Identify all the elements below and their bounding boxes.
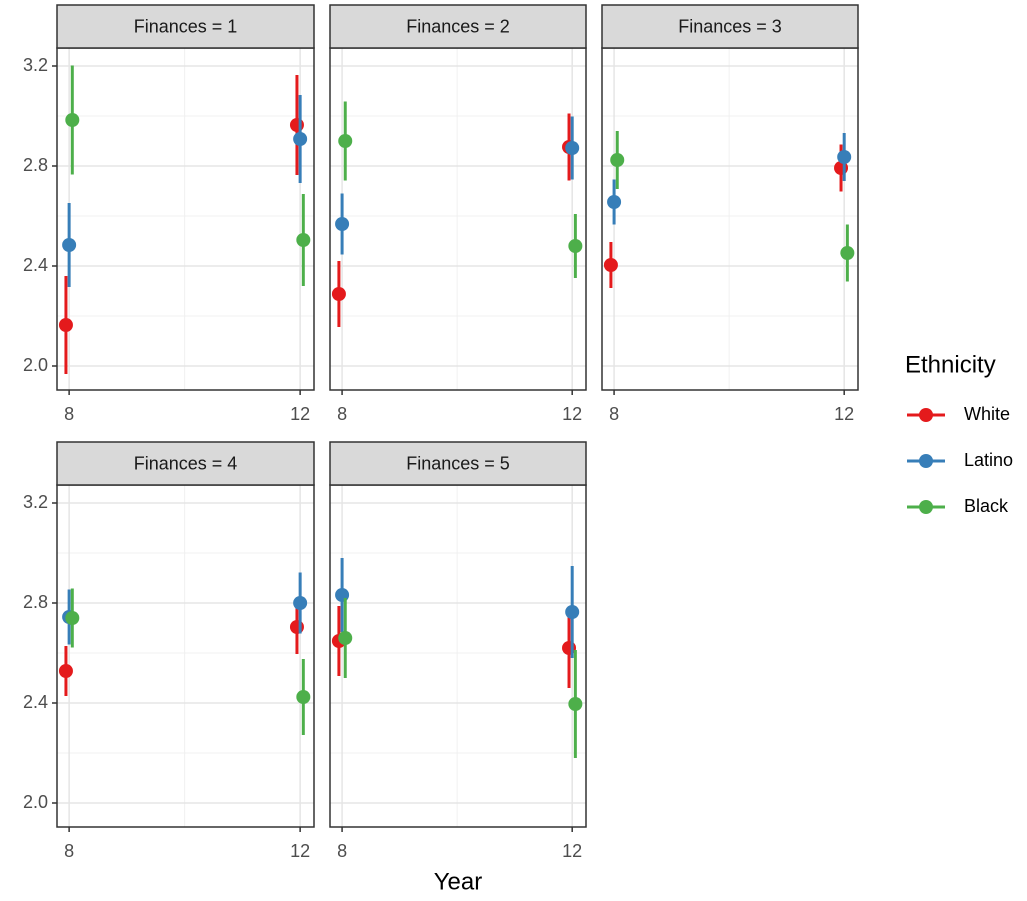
point — [293, 596, 308, 610]
panel-background — [602, 48, 858, 390]
point — [293, 132, 308, 146]
x-tick-label: 12 — [562, 841, 582, 861]
point — [331, 287, 346, 301]
point — [603, 258, 618, 272]
x-tick-label: 8 — [64, 841, 74, 861]
point — [289, 118, 304, 132]
y-tick-label: 2.4 — [23, 692, 48, 712]
legend-key-point — [919, 500, 933, 514]
strip-title: Finances = 3 — [678, 16, 782, 36]
y-tick-label: 2.8 — [23, 592, 48, 612]
point — [296, 233, 311, 247]
y-tick-label: 2.8 — [23, 155, 48, 175]
strip — [56, 441, 315, 486]
point — [62, 238, 77, 252]
point — [840, 246, 855, 260]
point — [837, 150, 852, 164]
point — [610, 153, 625, 167]
panel-background — [330, 485, 586, 827]
point — [338, 134, 353, 148]
point — [335, 217, 350, 231]
legend-key-point — [919, 454, 933, 468]
strip — [329, 441, 587, 486]
x-tick-label: 8 — [609, 404, 619, 424]
point — [65, 611, 80, 625]
point — [335, 588, 350, 602]
x-tick-label: 8 — [337, 841, 347, 861]
point — [289, 620, 304, 634]
legend-label: White — [964, 404, 1010, 424]
point — [568, 239, 583, 253]
point — [58, 318, 73, 332]
point — [65, 113, 80, 127]
point — [58, 664, 73, 678]
strip-title: Finances = 5 — [406, 453, 510, 473]
y-tick-label: 3.2 — [23, 55, 48, 75]
point — [607, 195, 622, 209]
panel-background — [57, 48, 314, 390]
x-tick-label: 12 — [562, 404, 582, 424]
legend-title: Ethnicity — [905, 351, 996, 378]
x-tick-label: 8 — [64, 404, 74, 424]
x-axis-label: Year — [434, 868, 483, 895]
panel-background — [57, 485, 314, 827]
strip — [329, 4, 587, 49]
x-tick-label: 12 — [290, 841, 310, 861]
y-tick-label: 2.0 — [23, 792, 48, 812]
x-tick-label: 12 — [834, 404, 854, 424]
point — [565, 605, 580, 619]
y-tick-label: 3.2 — [23, 492, 48, 512]
x-tick-label: 12 — [290, 404, 310, 424]
legend-label: Latino — [964, 450, 1013, 470]
point — [338, 631, 353, 645]
point — [568, 697, 583, 711]
strip-title: Finances = 4 — [134, 453, 238, 473]
legend-key-point — [919, 408, 933, 422]
legend-label: Black — [964, 496, 1009, 516]
point — [565, 141, 580, 155]
panel-background — [330, 48, 586, 390]
strip — [601, 4, 859, 49]
y-tick-label: 2.4 — [23, 255, 48, 275]
strip — [56, 4, 315, 49]
y-tick-label: 2.0 — [23, 355, 48, 375]
strip-title: Finances = 2 — [406, 16, 510, 36]
strip-title: Finances = 1 — [134, 16, 238, 36]
x-tick-label: 8 — [337, 404, 347, 424]
point — [296, 690, 311, 704]
